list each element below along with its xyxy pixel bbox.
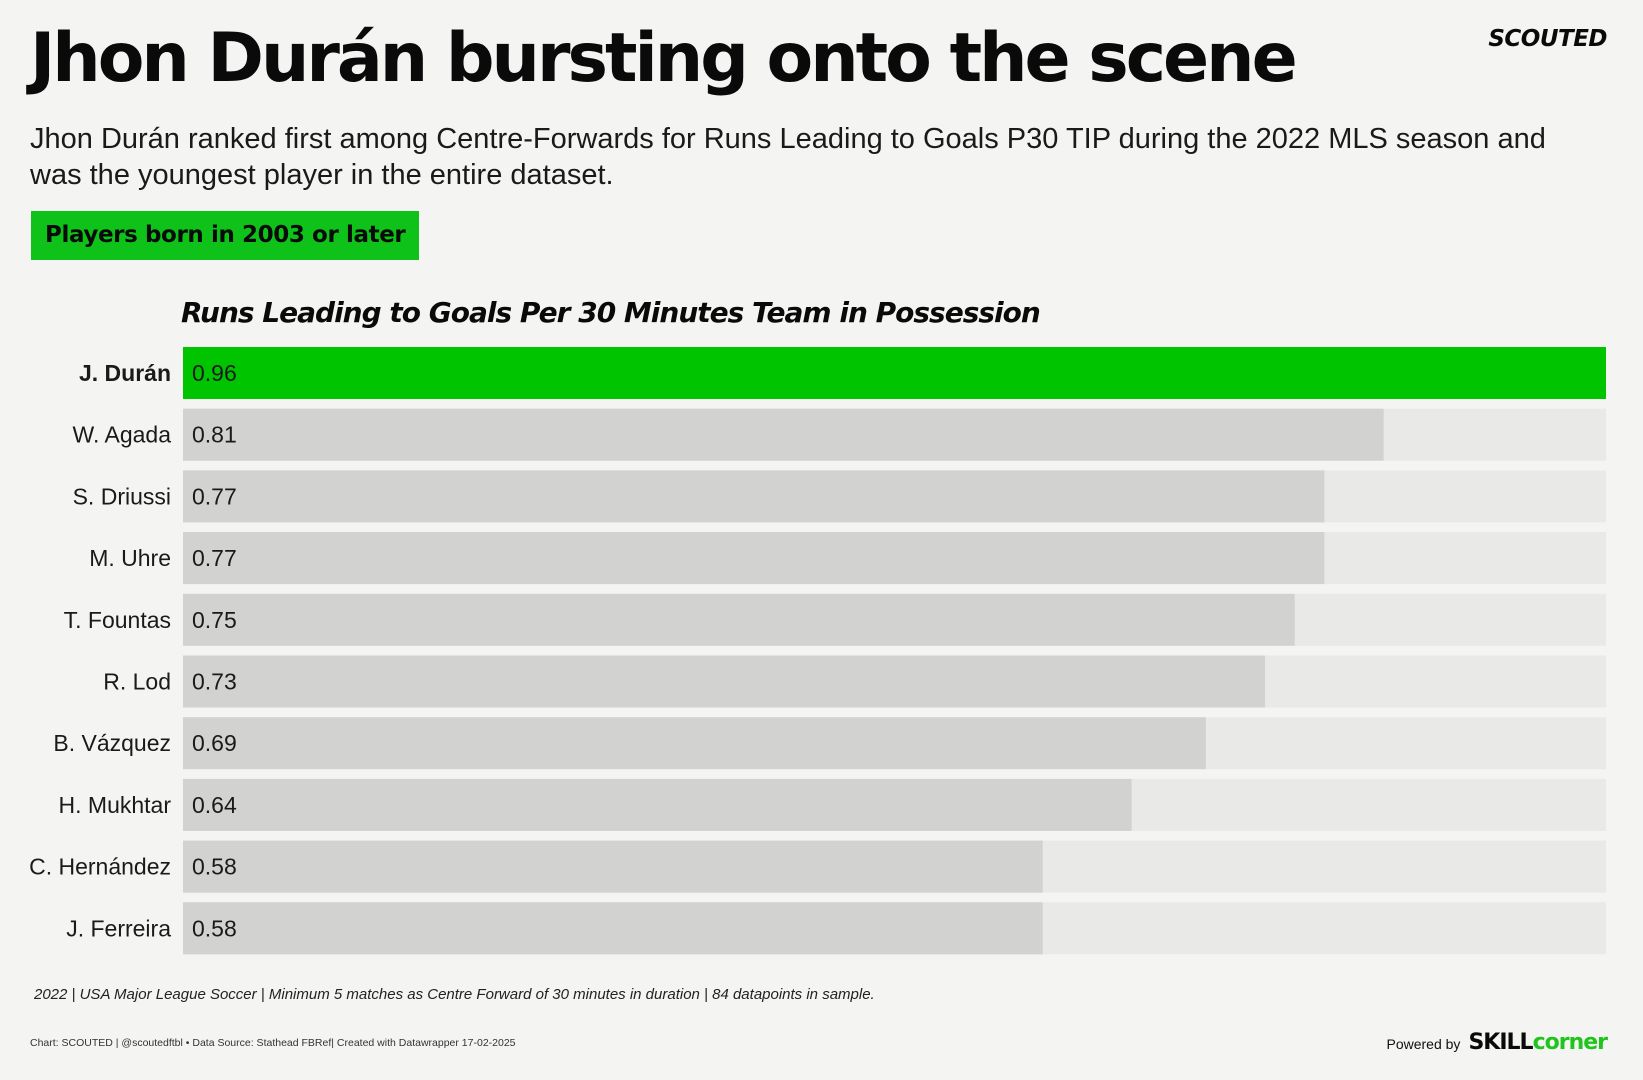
value-label: 0.73 [192,669,237,695]
value-label: 0.58 [192,915,237,941]
value-label: 0.81 [192,422,237,448]
category-label: C. Hernández [29,854,171,880]
category-label: J. Durán [79,360,171,386]
page-title: Jhon Durán bursting onto the scene [30,19,1298,98]
skillcorner-logo: SKILLcorner [1468,1030,1608,1055]
category-label: W. Agada [73,422,172,448]
chart-title: Runs Leading to Goals Per 30 Minutes Tea… [181,296,1041,329]
bar [183,408,1384,461]
value-label: 0.58 [192,854,237,880]
category-label: M. Uhre [89,545,171,571]
page-subtitle: Jhon Durán ranked first among Centre-For… [30,123,1546,191]
bar [183,593,1295,646]
category-label: S. Driussi [73,483,171,509]
powered-by-label: Powered by [1386,1036,1461,1052]
bar [183,532,1325,585]
skillcorner-logo-corner: corner [1532,1030,1608,1055]
bar [183,470,1325,523]
bar [183,717,1206,770]
bar [183,902,1043,955]
category-label: B. Vázquez [53,730,171,756]
bar [183,655,1266,708]
scouted-logo: SCOUTED [1488,26,1607,52]
category-label: H. Mukhtar [59,792,172,818]
skillcorner-logo-skill: SKILL [1468,1030,1533,1055]
powered-by: Powered by SKILLcorner [1386,1030,1609,1055]
bar [183,840,1043,893]
bar [183,347,1606,399]
chart-credits: Chart: SCOUTED | @scoutedftbl • Data Sou… [30,1037,516,1049]
category-label: R. Lod [103,669,171,695]
value-label: 0.69 [192,730,237,756]
value-label: 0.96 [192,360,237,386]
filter-badge: Players born in 2003 or later [31,211,420,260]
value-label: 0.75 [192,607,237,633]
bar [183,778,1132,831]
category-label: J. Ferreira [66,915,171,941]
chart-footnote: 2022 | USA Major League Soccer | Minimum… [34,986,875,1003]
category-label: T. Fountas [64,607,171,633]
value-label: 0.77 [192,483,237,509]
value-label: 0.77 [192,545,237,571]
value-label: 0.64 [192,792,237,818]
